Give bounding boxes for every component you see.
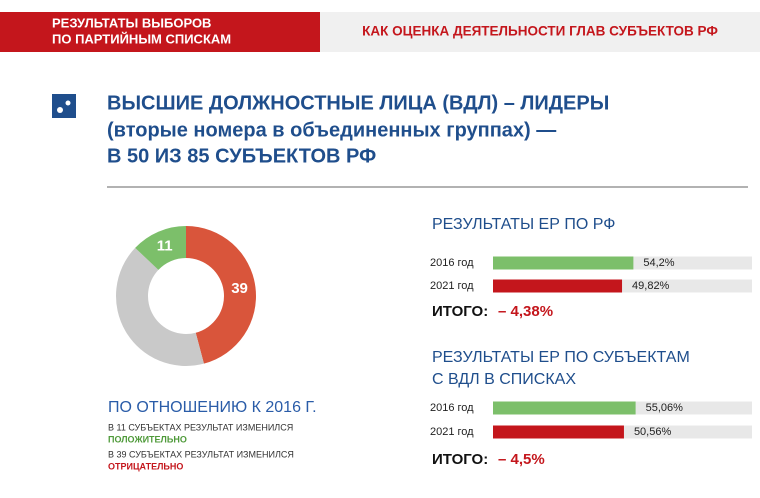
note: В 11 СУБЪЕКТАХ РЕЗУЛЬТАТ ИЗМЕНИЛСЯ <box>108 422 293 432</box>
total-value: – 4,38% <box>498 303 553 320</box>
chart-title: РЕЗУЛЬТАТЫ ЕР ПО РФ <box>432 216 615 233</box>
slide-title: (вторые номера в объединенных группах) — <box>107 119 556 141</box>
topic-title: КАК ОЦЕНКА ДЕЯТЕЛЬНОСТИ ГЛАВ СУБЪЕКТОВ Р… <box>362 24 718 39</box>
bar <box>493 256 634 270</box>
total-label: ИТОГО: <box>432 451 488 468</box>
bar <box>493 401 636 415</box>
note: В 39 СУБЪЕКТАХ РЕЗУЛЬТАТ ИЗМЕНИЛСЯ <box>108 449 294 459</box>
slide-title: В 50 ИЗ 85 СУБЪЕКТОВ РФ <box>107 145 376 167</box>
data-label: 50,56% <box>634 426 672 438</box>
icon-glyph <box>57 107 63 113</box>
bar <box>493 279 623 293</box>
icon <box>52 94 76 118</box>
data-label: 49,82% <box>632 280 670 292</box>
bar <box>493 425 624 439</box>
category-label: 2016 год <box>430 257 474 269</box>
total-label: ИТОГО: <box>432 303 488 320</box>
category-label: 2021 год <box>430 280 474 292</box>
category-label: 2021 год <box>430 426 474 438</box>
data-label: 39 <box>231 280 248 297</box>
chart-title: РЕЗУЛЬТАТЫ ЕР ПО СУБЪЕКТАМ <box>432 349 690 366</box>
data-label: 11 <box>157 237 173 254</box>
section-title: ПО ПАРТИЙНЫМ СПИСКАМ <box>52 31 231 46</box>
section-bar <box>0 12 320 52</box>
donut-segment <box>135 226 186 270</box>
topic-bar <box>320 12 760 52</box>
caption: ПО ОТНОШЕНИЮ К 2016 Г. <box>108 399 317 416</box>
data-label: 54,2% <box>643 257 674 269</box>
note-emphasis: ПОЛОЖИТЕЛЬНО <box>108 434 187 444</box>
icon-glyph <box>65 100 71 106</box>
note-emphasis: ОТРИЦАТЕЛЬНО <box>108 461 183 471</box>
slide-title: ВЫСШИЕ ДОЛЖНОСТНЫЕ ЛИЦА (ВДЛ) – ЛИДЕРЫ <box>107 92 609 114</box>
total-value: – 4,5% <box>498 451 545 468</box>
data-label: 55,06% <box>646 402 684 414</box>
chart-title: С ВДЛ В СПИСКАХ <box>432 371 576 388</box>
category-label: 2016 год <box>430 402 474 414</box>
donut-segment <box>115 247 204 366</box>
section-title: РЕЗУЛЬТАТЫ ВЫБОРОВ <box>52 15 211 30</box>
donut-segment <box>186 225 257 364</box>
